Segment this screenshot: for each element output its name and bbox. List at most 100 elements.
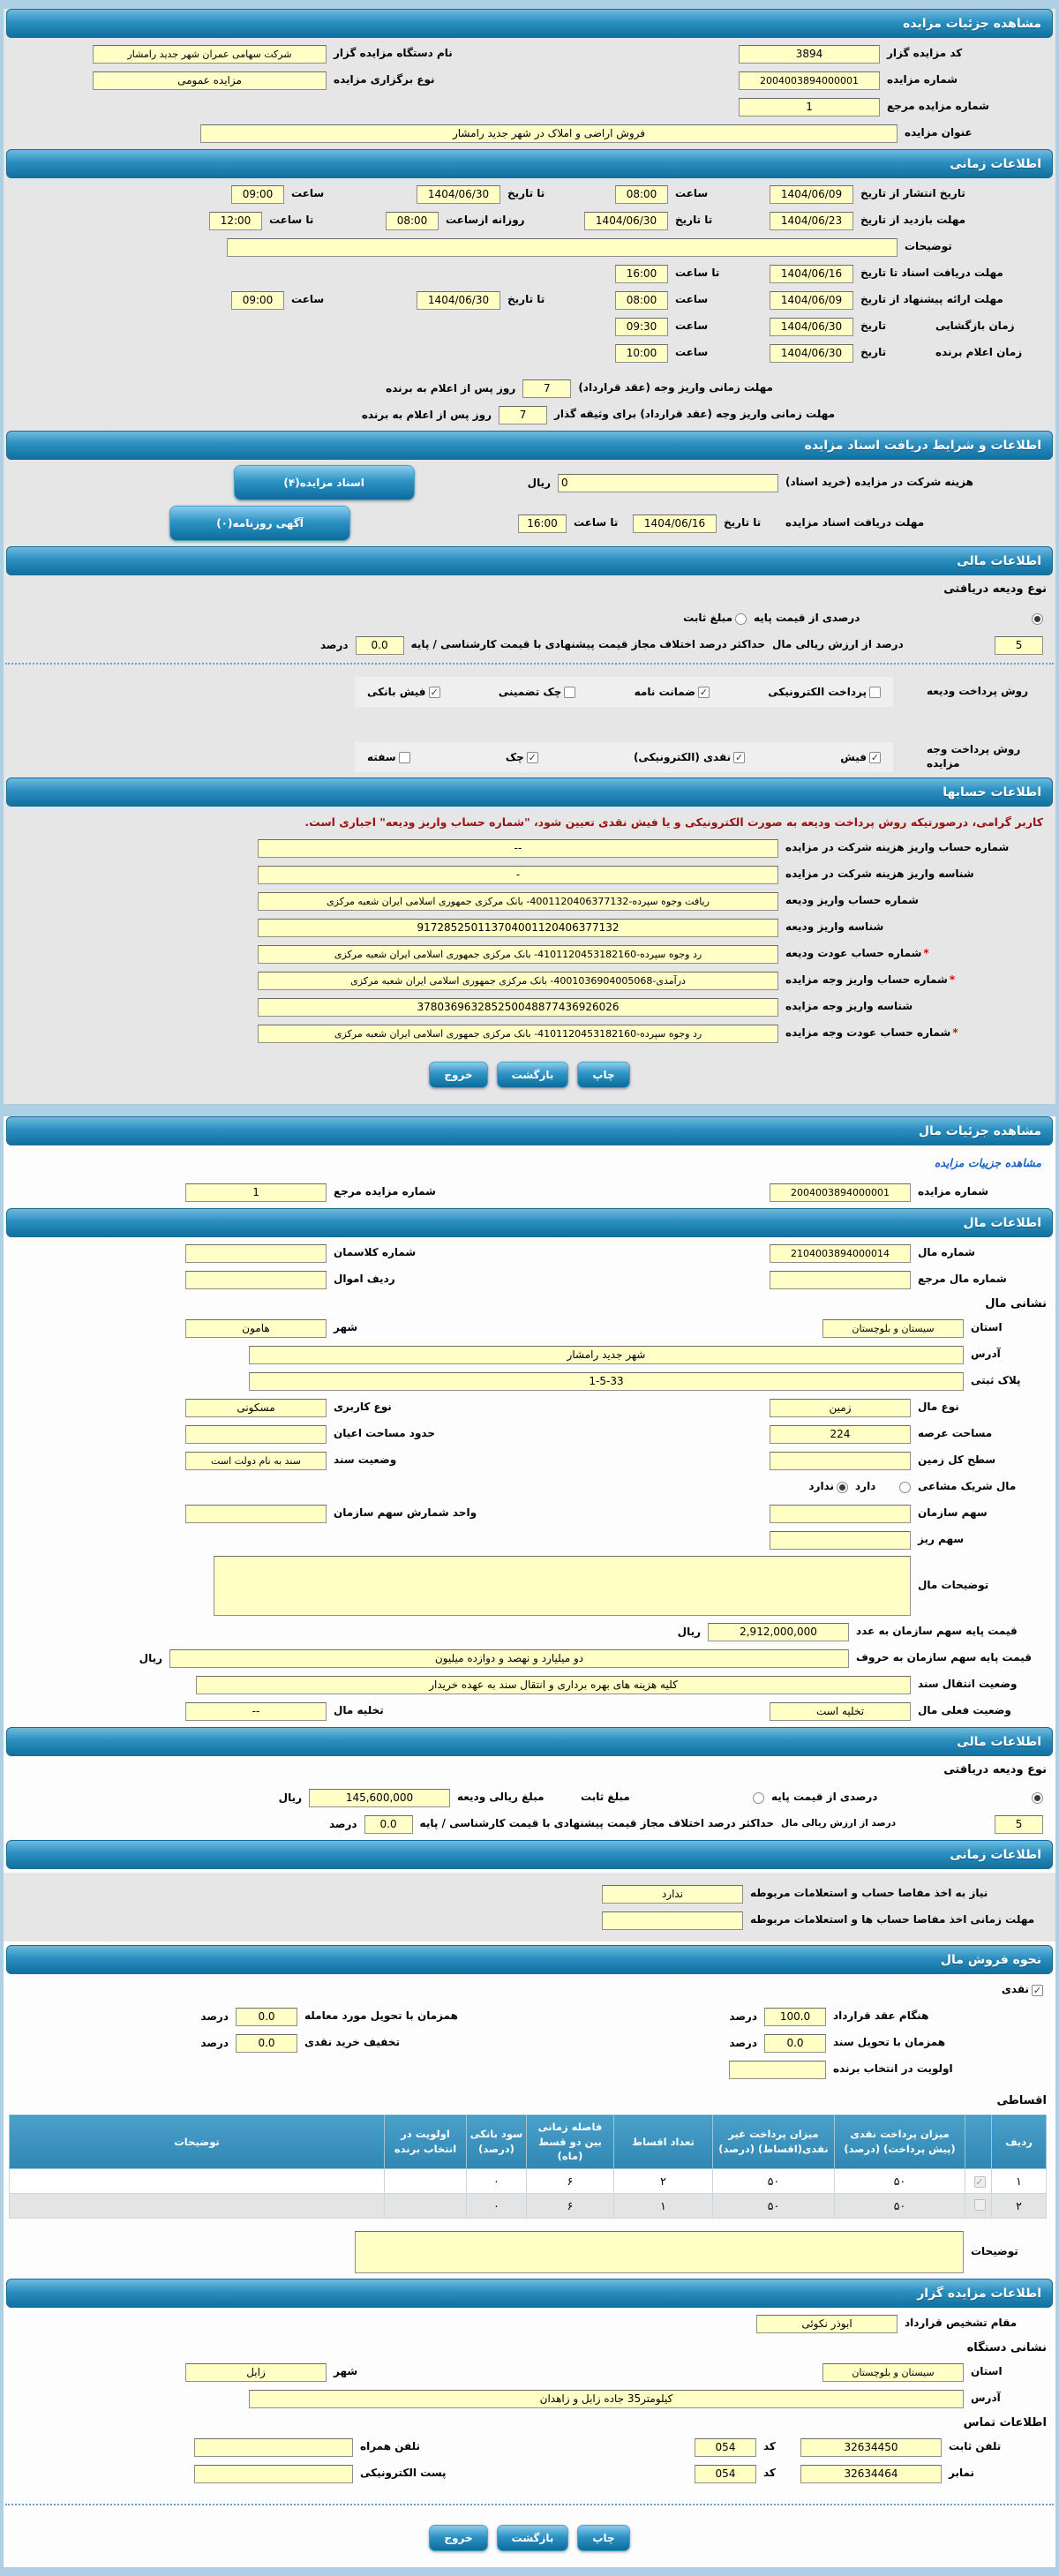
- publish-from-time-field[interactable]: 08:00: [615, 184, 668, 204]
- share-unit-field[interactable]: [185, 1504, 327, 1523]
- opening-date-field[interactable]: 1404/06/30: [770, 317, 853, 336]
- offer-to-time-field[interactable]: 09:00: [231, 290, 284, 310]
- auction-number-field[interactable]: 2004003894000001: [739, 71, 880, 90]
- participation-fee-field[interactable]: 0: [558, 473, 778, 492]
- promissory-note-checkbox[interactable]: [398, 751, 410, 763]
- partner-yes-radio[interactable]: [899, 1481, 911, 1493]
- winner-time-field[interactable]: 10:00: [615, 343, 668, 363]
- publish-to-time-field[interactable]: 09:00: [231, 184, 284, 204]
- fee-deposit-id-field[interactable]: -: [258, 865, 778, 884]
- newspaper-ad-button[interactable]: آگهی روزنامه(۰): [169, 506, 350, 541]
- deposit-id-field[interactable]: 917285250113704001120406377132: [258, 918, 778, 937]
- at-delivery-field[interactable]: 0.0: [236, 2007, 297, 2026]
- max-diff-field-2[interactable]: 0.0: [364, 1814, 413, 1834]
- fee-deposit-account-field[interactable]: --: [258, 838, 778, 858]
- land-area-field[interactable]: 224: [770, 1424, 911, 1444]
- print-button[interactable]: چاپ: [577, 1062, 630, 1088]
- print-button[interactable]: چاپ: [577, 2525, 630, 2552]
- cheque-checkbox[interactable]: [526, 751, 538, 763]
- visit-daily-from-field[interactable]: 08:00: [386, 211, 439, 230]
- asset-row-field[interactable]: [185, 1270, 327, 1289]
- visit-from-date-field[interactable]: 1404/06/23: [770, 211, 853, 230]
- evacuation-field[interactable]: --: [185, 1701, 327, 1721]
- at-deed-delivery-field[interactable]: 0.0: [764, 2033, 826, 2053]
- building-area-field[interactable]: [185, 1424, 327, 1444]
- asset-auction-ref-field[interactable]: 1: [185, 1183, 327, 1202]
- deposit-percent-field-2[interactable]: 5: [995, 1814, 1043, 1834]
- org-name-field[interactable]: شرکت سهامی عمران شهر جدید رامشار: [93, 44, 327, 64]
- winner-date-field[interactable]: 1404/06/30: [770, 343, 853, 363]
- clearance-needed-field[interactable]: ندارد: [602, 1884, 743, 1904]
- base-price-words-field[interactable]: دو میلیارد و نهصد و دوازده میلیون: [169, 1648, 849, 1668]
- exit-button[interactable]: خروج: [429, 1062, 488, 1088]
- auction-amount-id-field[interactable]: 378036963285250048877436926026: [258, 997, 778, 1017]
- offer-from-time-field[interactable]: 08:00: [615, 290, 668, 310]
- clearance-deadline-field[interactable]: [602, 1911, 743, 1930]
- offer-to-date-field[interactable]: 1404/06/30: [417, 290, 500, 310]
- doc-receive-date-field[interactable]: 1404/06/16: [770, 264, 853, 283]
- back-button[interactable]: بازگشت: [496, 2525, 569, 2552]
- back-button[interactable]: بازگشت: [496, 1062, 569, 1088]
- seller-province-field[interactable]: سیستان و بلوچستان: [822, 2362, 964, 2382]
- deposit-return-account-field[interactable]: رد وجوه سپرده-4101120453182160- بانک مرک…: [258, 944, 778, 964]
- asset-number-field[interactable]: 2104003894000014: [770, 1243, 911, 1263]
- offer-from-date-field[interactable]: 1404/06/09: [770, 290, 853, 310]
- asset-type-field[interactable]: زمین: [770, 1398, 911, 1417]
- base-price-number-field[interactable]: 2,912,000,000: [708, 1622, 849, 1641]
- docs-deadline-date-field[interactable]: 1404/06/16: [633, 514, 717, 533]
- deposit-percent-field[interactable]: 5: [995, 635, 1043, 655]
- email-field[interactable]: [194, 2464, 353, 2483]
- cash-electronic-checkbox[interactable]: [733, 751, 746, 763]
- asset-auction-number-field[interactable]: 2004003894000001: [770, 1183, 911, 1202]
- exit-button[interactable]: خروج: [429, 2525, 488, 2552]
- opening-time-field[interactable]: 09:30: [615, 317, 668, 336]
- timing-notes-field[interactable]: [227, 237, 898, 257]
- at-contract-field[interactable]: 100.0: [764, 2007, 826, 2026]
- max-diff-field[interactable]: 0.0: [355, 635, 404, 655]
- deed-status-field[interactable]: سند به نام دولت است: [185, 1451, 327, 1470]
- auction-code-field[interactable]: 3894: [739, 44, 880, 64]
- asset-description-field[interactable]: [214, 1556, 911, 1616]
- guaranteed-cheque-checkbox[interactable]: [564, 686, 576, 698]
- auction-amount-account-field[interactable]: درآمدی-4001036904005068- بانک مرکزی جمهو…: [258, 971, 778, 990]
- row-select-checkbox[interactable]: [973, 2198, 986, 2211]
- electronic-payment-checkbox[interactable]: [869, 686, 881, 698]
- doc-receive-time-field[interactable]: 16:00: [615, 264, 668, 283]
- bank-slip-checkbox[interactable]: [428, 686, 440, 698]
- deposit-account-field[interactable]: ریافت وجوه سپرده-4001120406377132- بانک …: [258, 891, 778, 911]
- landline-code-field[interactable]: 054: [695, 2437, 756, 2457]
- seller-city-field[interactable]: زابل: [185, 2362, 327, 2382]
- fax-field[interactable]: 32634464: [800, 2464, 942, 2483]
- fixed-amount-radio-2[interactable]: [753, 1791, 764, 1804]
- mobile-field[interactable]: [194, 2437, 353, 2457]
- deed-transfer-status-field[interactable]: کلیه هزینه های بهره برداری و انتقال سند …: [196, 1675, 911, 1694]
- address-field[interactable]: شهر جدید رامشار: [249, 1345, 964, 1364]
- auction-subject-field[interactable]: فروش اراضی و املاک در شهر جدید رامشار: [200, 124, 898, 143]
- slip-checkbox[interactable]: [869, 751, 881, 763]
- cash-sale-checkbox[interactable]: [1032, 1984, 1043, 1996]
- collateral-payment-deadline-field[interactable]: 7: [499, 405, 547, 424]
- contract-officer-field[interactable]: ابوذر نکوئی: [756, 2314, 898, 2333]
- row-select-checkbox[interactable]: [973, 2176, 986, 2189]
- payment-deadline-field[interactable]: 7: [522, 379, 572, 398]
- landline-field[interactable]: 32634450: [800, 2437, 942, 2457]
- percent-of-base-radio[interactable]: [1032, 612, 1043, 625]
- org-share-field[interactable]: [770, 1504, 911, 1523]
- guarantee-letter-checkbox[interactable]: [697, 686, 710, 698]
- cash-discount-field[interactable]: 0.0: [236, 2033, 297, 2053]
- view-auction-details-link[interactable]: مشاهده جزییات مزایده: [934, 1156, 1041, 1169]
- visit-to-date-field[interactable]: 1404/06/30: [584, 211, 668, 230]
- auction-documents-button[interactable]: اسناد مزایده(۴): [233, 465, 415, 500]
- usage-type-field[interactable]: مسکونی: [185, 1398, 327, 1417]
- auction-type-field[interactable]: مزایده عمومی: [93, 71, 327, 90]
- auction-amount-return-account-field[interactable]: رد وجوه سپرده-4101120453182160- بانک مرک…: [258, 1024, 778, 1043]
- fax-code-field[interactable]: 054: [695, 2464, 756, 2483]
- winner-priority-field[interactable]: [729, 2060, 826, 2079]
- current-status-field[interactable]: تخلیه است: [770, 1701, 911, 1721]
- seller-address-field[interactable]: کیلومتر35 جاده زابل و زاهدان: [249, 2389, 964, 2408]
- publish-from-date-field[interactable]: 1404/06/09: [770, 184, 853, 204]
- province-field[interactable]: سیستان و بلوچستان: [822, 1318, 964, 1338]
- visit-to-hour-field[interactable]: 12:00: [209, 211, 262, 230]
- percent-of-base-radio-2[interactable]: [1032, 1791, 1043, 1804]
- city-field[interactable]: هامون: [185, 1318, 327, 1338]
